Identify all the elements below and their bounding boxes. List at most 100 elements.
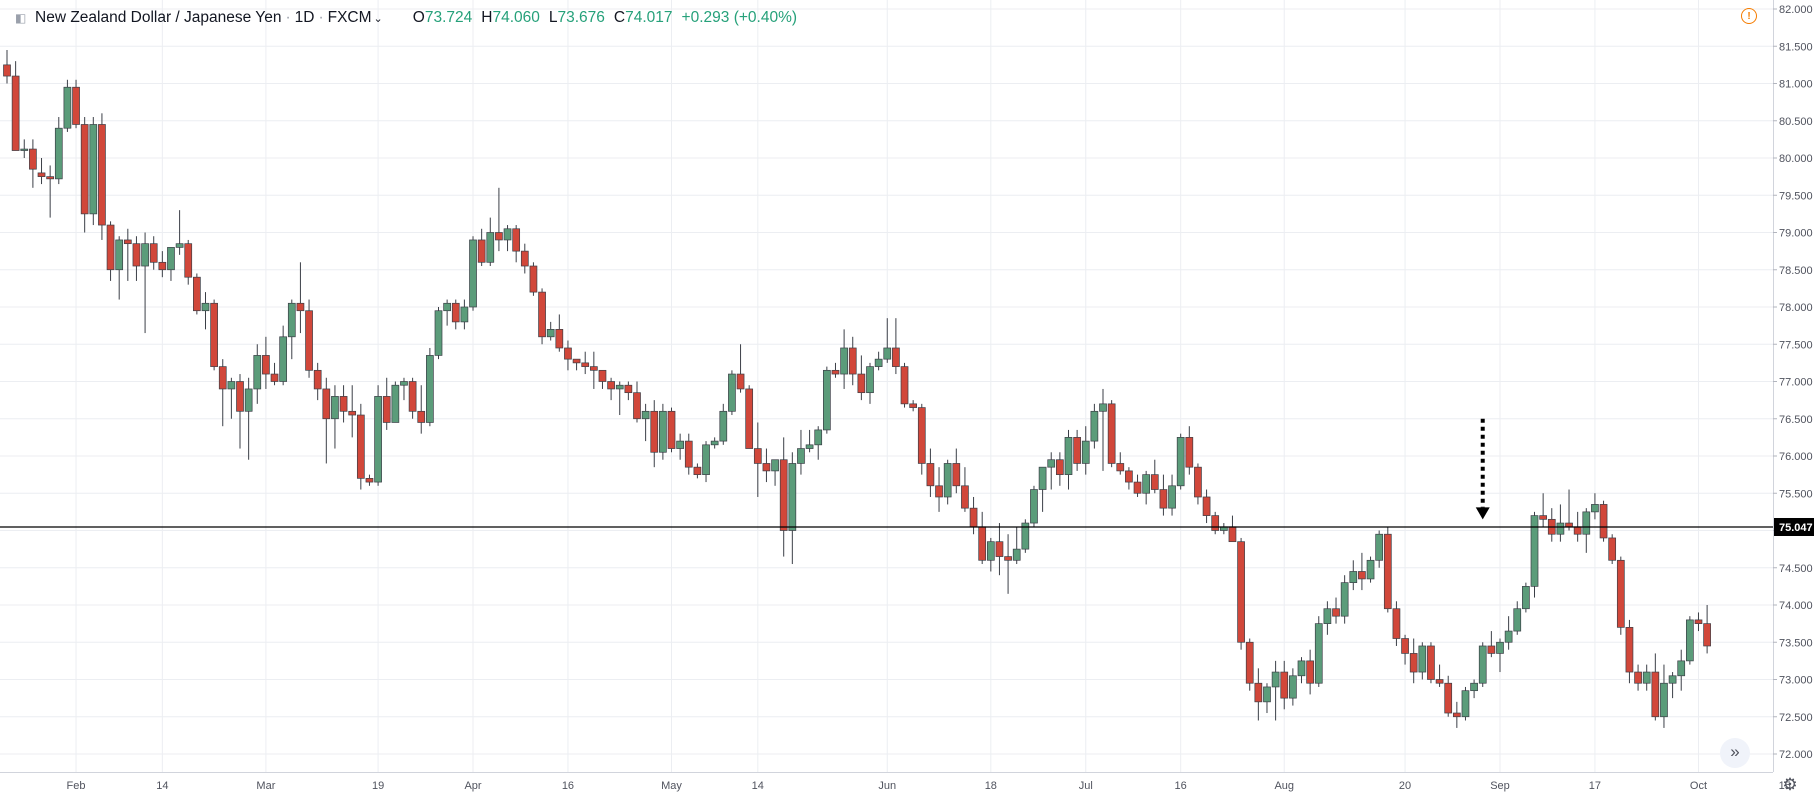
candle	[417, 410, 426, 423]
candle	[149, 243, 158, 263]
candle	[874, 358, 883, 367]
candle	[1012, 548, 1021, 561]
price-tick-label: 75.500	[1779, 488, 1813, 500]
candle	[753, 448, 762, 464]
candle	[1625, 626, 1634, 673]
price-tick-label: 78.000	[1779, 302, 1813, 314]
candle	[1030, 489, 1038, 524]
candle	[633, 392, 641, 420]
candle	[356, 414, 365, 479]
candle	[1211, 515, 1220, 531]
time-axis[interactable]: Feb 14 Mar 19 Apr 16 May 14 Jun 18 Jul 16 Aug 20 Sep 17…	[0, 772, 1791, 797]
candle	[952, 463, 961, 487]
candle	[391, 384, 400, 423]
candle	[1573, 526, 1582, 535]
candle	[762, 463, 771, 472]
candle	[1159, 489, 1168, 509]
price-axis[interactable]: 72.000 72.500 73.000 73.500 74.000 74.500 75.0…	[1773, 0, 1814, 797]
candle	[1150, 474, 1159, 490]
scroll-to-realtime-button[interactable]: »	[1720, 738, 1750, 768]
candle	[840, 347, 848, 375]
candle	[693, 466, 702, 475]
candle	[564, 347, 572, 360]
candle	[400, 381, 408, 386]
price-tick-label: 73.500	[1779, 637, 1813, 649]
down-arrow-annotation	[1475, 418, 1490, 520]
candle	[270, 373, 279, 382]
candle	[1401, 638, 1409, 654]
candle	[1452, 712, 1461, 718]
candle	[98, 124, 106, 226]
candle	[175, 243, 184, 248]
candle	[1504, 630, 1513, 643]
candle	[1435, 679, 1444, 684]
candle	[54, 127, 63, 180]
price-tick-label: 77.500	[1779, 339, 1813, 351]
gear-icon[interactable]: ⚙	[1782, 775, 1798, 794]
candle	[29, 148, 37, 170]
candle	[382, 396, 391, 423]
price-tick-label: 82.000	[1779, 4, 1813, 16]
candle	[572, 358, 581, 364]
candle	[1176, 437, 1185, 487]
candle	[961, 485, 969, 509]
candle	[426, 355, 434, 423]
level-price-label-bg	[1774, 517, 1814, 536]
candle	[986, 541, 995, 561]
interval[interactable]: 1D	[294, 9, 315, 26]
candle	[227, 381, 236, 390]
candle	[287, 302, 296, 338]
candle	[788, 463, 797, 531]
candle	[917, 407, 926, 464]
candle	[1349, 571, 1358, 583]
ohlc-low: L73.676	[548, 9, 605, 26]
candle	[728, 373, 736, 412]
candle	[857, 373, 866, 394]
candle	[193, 276, 201, 312]
candle	[1228, 526, 1237, 543]
candle	[771, 459, 779, 472]
candle	[1133, 481, 1142, 494]
candle	[1254, 682, 1263, 703]
candle	[503, 228, 512, 241]
candle	[305, 310, 313, 371]
candle	[20, 148, 29, 151]
time-tick-label: 17	[1589, 780, 1601, 792]
candle	[1539, 515, 1547, 520]
candle	[1642, 671, 1651, 684]
candle	[848, 347, 857, 375]
candle	[745, 388, 754, 449]
candle	[1487, 645, 1496, 654]
candle	[1332, 608, 1340, 617]
candle	[210, 302, 218, 367]
candle	[374, 396, 382, 483]
candle	[1582, 511, 1591, 535]
candle	[1116, 463, 1125, 472]
candle	[1314, 623, 1323, 684]
exchange[interactable]: FXCM	[327, 9, 372, 26]
symbol-icon: ◧	[15, 11, 27, 25]
candle	[1703, 623, 1711, 647]
candle	[624, 384, 633, 394]
price-axis-bg	[1773, 0, 1814, 797]
time-tick-label: 18	[985, 780, 997, 792]
candle	[1418, 645, 1427, 673]
arrow-head	[1475, 507, 1490, 520]
candle	[1142, 474, 1151, 494]
warning-icon[interactable]: !	[1741, 8, 1757, 24]
candle	[892, 347, 900, 367]
candle	[451, 302, 460, 323]
candle	[434, 310, 443, 356]
candle	[1677, 660, 1686, 677]
price-tick-label: 76.000	[1779, 451, 1813, 463]
candle	[1608, 537, 1617, 561]
symbol-name[interactable]: New Zealand Dollar / Japanese Yen	[35, 9, 282, 26]
chevron-down-icon[interactable]: ⌄	[373, 12, 383, 25]
candle	[1280, 671, 1289, 699]
price-tick-label: 72.500	[1779, 712, 1813, 724]
candle	[89, 124, 98, 215]
candle	[236, 381, 244, 412]
time-tick-label: Mar	[256, 780, 275, 792]
candle	[1685, 619, 1694, 662]
